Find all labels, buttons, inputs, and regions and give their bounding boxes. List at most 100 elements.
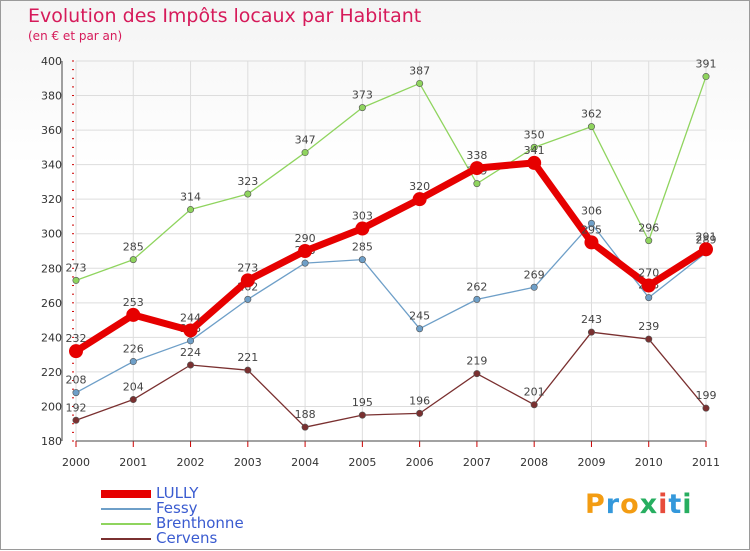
point-cervens [645, 335, 653, 343]
point-fessy [187, 337, 195, 345]
data-label-fessy: 245 [409, 310, 430, 323]
x-tick-label: 2002 [177, 456, 205, 469]
data-label-lully: 273 [237, 261, 258, 274]
point-fessy [358, 256, 366, 264]
data-label-lully: 303 [352, 210, 373, 223]
y-tick-label: 320 [41, 193, 62, 206]
data-label-lully: 291 [696, 230, 717, 243]
x-tick-label: 2007 [463, 456, 491, 469]
point-brenthonne [129, 256, 137, 264]
data-label-fessy: 289 [696, 234, 717, 247]
x-tick-label: 2003 [234, 456, 262, 469]
data-label-lully: 290 [295, 232, 316, 245]
x-tick-label: 2011 [692, 456, 720, 469]
data-label-cervens: 243 [581, 313, 602, 326]
data-label-brenthonne: 373 [352, 89, 373, 102]
data-label-lully: 338 [466, 149, 487, 162]
point-cervens [301, 423, 309, 431]
data-label-brenthonne: 350 [524, 128, 545, 141]
point-fessy [530, 283, 538, 291]
data-label-fessy: 285 [352, 241, 373, 254]
logo-letter: i [658, 489, 669, 520]
point-brenthonne [587, 123, 595, 131]
legend-label: Cervens [156, 529, 218, 547]
data-label-brenthonne: 285 [123, 241, 144, 254]
data-label-lully: 244 [180, 311, 201, 324]
point-fessy [72, 389, 80, 397]
point-lully [641, 278, 656, 293]
logo-letter: t [668, 489, 683, 520]
y-tick-label: 280 [41, 262, 62, 275]
point-fessy [587, 219, 595, 227]
point-lully [469, 161, 484, 176]
x-tick-label: 2008 [520, 456, 548, 469]
point-lully [527, 155, 542, 170]
point-cervens [473, 370, 481, 378]
point-cervens [702, 404, 710, 412]
data-label-cervens: 219 [466, 355, 487, 368]
y-tick-label: 400 [41, 55, 62, 68]
y-tick-label: 300 [41, 228, 62, 241]
data-label-lully: 232 [66, 332, 87, 345]
point-brenthonne [702, 73, 710, 81]
x-tick-label: 2000 [62, 456, 90, 469]
logo-letter: i [682, 489, 693, 520]
logo-letter: o [620, 489, 640, 520]
y-tick-label: 340 [41, 159, 62, 172]
chart-title: Evolution des Impôts locaux par Habitant [28, 5, 422, 27]
data-label-cervens: 192 [66, 401, 87, 414]
y-tick-label: 200 [41, 400, 62, 413]
data-label-lully: 295 [581, 223, 602, 236]
logo-letter: P [585, 489, 606, 520]
point-lully [699, 242, 713, 257]
series-line-cervens [75, 331, 707, 428]
y-tick-label: 180 [41, 435, 62, 448]
data-label-cervens: 201 [524, 386, 545, 399]
point-cervens [587, 328, 595, 336]
data-label-brenthonne: 347 [295, 134, 316, 147]
y-tick-label: 260 [41, 297, 62, 310]
x-tick-label: 2004 [291, 456, 319, 469]
series-line-fessy [75, 222, 707, 394]
data-label-cervens: 204 [123, 381, 144, 394]
logo-letter: r [605, 489, 621, 520]
point-brenthonne [473, 180, 481, 188]
point-lully [584, 235, 599, 250]
legend-label: LULLY [156, 484, 199, 502]
point-fessy [129, 358, 137, 366]
x-tick-label: 2010 [635, 456, 663, 469]
data-label-brenthonne: 362 [581, 108, 602, 121]
data-label-cervens: 195 [352, 396, 373, 409]
legend-label: Fessy [156, 499, 198, 517]
data-label-brenthonne: 296 [638, 222, 659, 235]
point-cervens [72, 416, 80, 424]
data-label-fessy: 226 [123, 343, 144, 356]
data-label-cervens: 239 [638, 320, 659, 333]
legend-swatch [101, 523, 151, 525]
point-brenthonne [72, 276, 80, 284]
point-cervens [530, 401, 538, 409]
series-line-brenthonne [75, 76, 707, 281]
point-lully [126, 307, 141, 322]
data-label-fessy: 306 [581, 204, 602, 217]
point-fessy [416, 325, 424, 333]
point-lully [183, 323, 198, 338]
data-label-cervens: 224 [180, 346, 201, 359]
point-brenthonne [416, 79, 424, 87]
data-label-lully: 320 [409, 180, 430, 193]
data-label-cervens: 221 [237, 351, 258, 364]
series-line-lully [74, 159, 708, 355]
data-label-cervens: 196 [409, 394, 430, 407]
data-label-lully: 253 [123, 296, 144, 309]
data-label-brenthonne: 314 [180, 191, 201, 204]
y-tick-label: 360 [41, 124, 62, 137]
logo-letter: x [639, 489, 659, 520]
legend-swatch [101, 490, 151, 498]
point-brenthonne [645, 237, 653, 245]
data-label-brenthonne: 391 [696, 58, 717, 71]
point-lully [298, 244, 313, 258]
x-tick-label: 2005 [348, 456, 376, 469]
x-tick-label: 2006 [406, 456, 434, 469]
